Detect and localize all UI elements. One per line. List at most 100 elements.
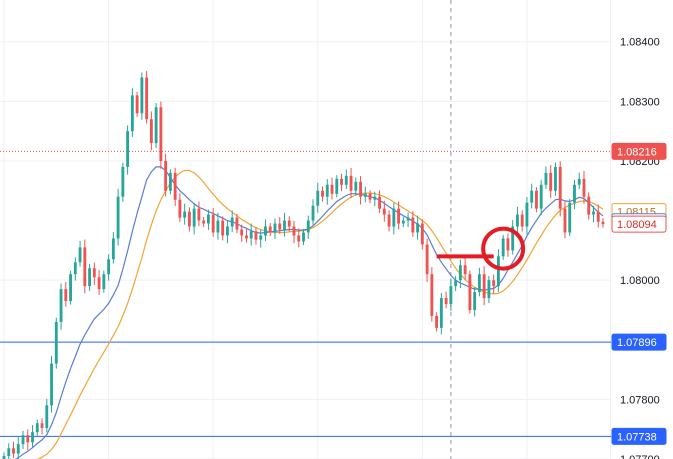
candle-body xyxy=(45,405,49,429)
candle-body xyxy=(69,274,72,302)
candle-body xyxy=(164,160,168,191)
moving-average-fast xyxy=(14,166,604,459)
candle-body xyxy=(226,226,229,236)
candle-body xyxy=(577,178,581,185)
candle-body xyxy=(487,280,491,299)
candle-body xyxy=(511,226,515,251)
annotation-circle[interactable] xyxy=(481,226,526,271)
candle-body xyxy=(401,220,405,224)
candle-body xyxy=(535,190,538,209)
candle-body xyxy=(449,286,453,305)
candle-body xyxy=(149,119,153,144)
candle-body xyxy=(359,181,362,197)
candle-body xyxy=(501,238,505,257)
candle-body xyxy=(425,244,429,275)
candle-body xyxy=(344,175,348,185)
grid xyxy=(0,0,611,459)
candle-body xyxy=(168,172,172,191)
candle-body xyxy=(463,265,467,275)
annotations[interactable] xyxy=(436,226,526,271)
price-tag xyxy=(611,142,667,160)
price-tags: 1.082161.081151.080981.080941.078961.077… xyxy=(611,142,667,445)
price-tag xyxy=(611,333,667,351)
price-tag xyxy=(611,427,667,445)
candle-body xyxy=(430,274,434,316)
candle-body xyxy=(192,208,196,227)
candle-body xyxy=(325,184,329,197)
candle-body xyxy=(458,265,462,281)
candle-body xyxy=(444,298,448,305)
candle-body xyxy=(363,193,367,197)
candle-body xyxy=(121,166,125,197)
candle-body xyxy=(73,262,77,275)
price-tag-label: 1.07738 xyxy=(617,431,657,443)
price-tag-label: 1.07896 xyxy=(617,337,657,349)
candle-body xyxy=(468,274,472,310)
candle-body xyxy=(235,217,239,230)
candle-body xyxy=(292,226,296,236)
candle-body xyxy=(439,298,443,328)
candle-body xyxy=(240,229,244,236)
moving-average-slow xyxy=(37,169,604,459)
candle-body xyxy=(206,214,210,224)
candle-body xyxy=(50,363,53,406)
candle-body xyxy=(216,220,220,233)
candle-body xyxy=(592,211,595,215)
candle-body xyxy=(406,217,410,221)
candle-body xyxy=(249,231,253,239)
candle-body xyxy=(340,178,343,185)
candle-body xyxy=(530,190,534,203)
candle-body xyxy=(544,172,548,185)
candle-body xyxy=(21,435,25,445)
candle-body xyxy=(183,211,187,218)
candle-body xyxy=(311,205,315,221)
candle-body xyxy=(392,208,396,227)
candle-body xyxy=(126,131,130,167)
moving-averages xyxy=(14,166,604,459)
candle-body xyxy=(78,247,82,263)
horizontal-lines[interactable] xyxy=(0,150,611,437)
candle-body xyxy=(302,232,305,242)
candle-body xyxy=(516,214,519,227)
candle-body xyxy=(278,223,282,230)
candle-body xyxy=(573,184,576,203)
candle-body xyxy=(582,178,586,197)
candle-body xyxy=(387,214,391,227)
candle-body xyxy=(454,280,458,287)
candle-body xyxy=(287,220,291,227)
candle-body xyxy=(382,208,386,215)
price-tag xyxy=(611,215,667,233)
candle-body xyxy=(473,292,477,310)
candle-body xyxy=(54,321,58,364)
candle-body xyxy=(477,274,481,293)
candle-body xyxy=(130,95,134,132)
candle-body xyxy=(378,196,381,209)
candle-body xyxy=(107,259,111,275)
candle-body xyxy=(2,456,6,459)
candle-body xyxy=(254,231,258,240)
candle-body xyxy=(16,444,20,454)
candle-body xyxy=(88,268,91,287)
candle-body xyxy=(601,221,605,225)
candle-body xyxy=(297,235,301,242)
candlesticks xyxy=(2,71,605,459)
candle-body xyxy=(102,274,106,290)
price-tick-label: 1.08400 xyxy=(620,37,660,49)
candle-body xyxy=(145,77,149,120)
candle-body xyxy=(221,220,225,236)
candle-body xyxy=(539,184,543,209)
price-tick-label: 1.08000 xyxy=(620,275,660,287)
candle-body xyxy=(197,208,201,221)
candle-body xyxy=(92,268,96,278)
candle-body xyxy=(587,196,591,215)
candle-body xyxy=(35,423,39,433)
candle-body xyxy=(411,217,415,233)
candle-body xyxy=(59,289,63,322)
candle-body xyxy=(596,211,600,222)
candle-body xyxy=(520,214,524,227)
candle-body xyxy=(496,256,500,287)
candle-body xyxy=(368,193,372,200)
candle-body xyxy=(506,238,510,251)
candle-body xyxy=(264,226,267,236)
